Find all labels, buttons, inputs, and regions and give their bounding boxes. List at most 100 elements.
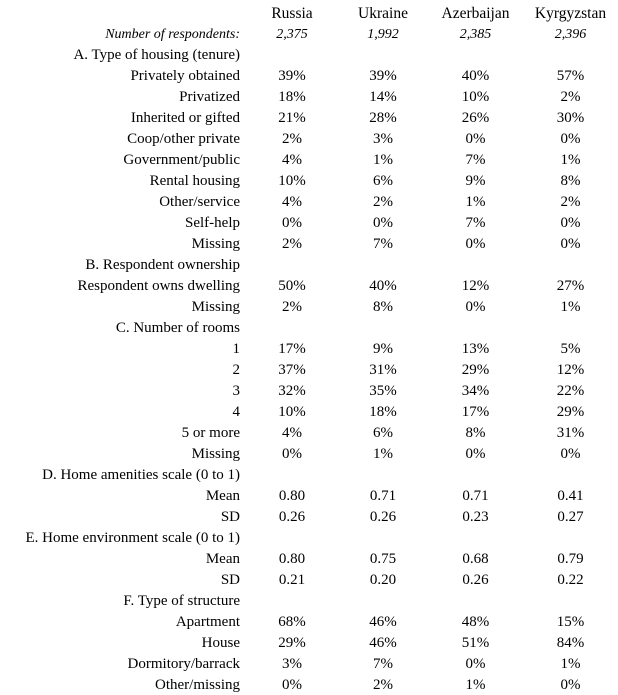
data-row: Government/public 4% 1% 7% 1%: [0, 150, 618, 171]
cell-value: 37%: [278, 362, 306, 378]
cell-value: 46%: [369, 635, 397, 651]
row-label: SD: [220, 509, 240, 525]
cell-value: 0%: [282, 215, 302, 231]
cell-value: 2%: [560, 89, 581, 105]
cell-value: 6%: [373, 425, 393, 441]
cell-value: 9%: [373, 341, 393, 357]
section-label: A. Type of housing (tenure): [73, 47, 240, 63]
data-row: Other/service 4% 2% 1% 2%: [0, 192, 618, 213]
row-label: Dormitory/barrack: [127, 656, 240, 672]
cell-value: 0%: [560, 215, 581, 231]
column-header-russia: Russia: [271, 4, 313, 22]
cell-value: [523, 465, 618, 486]
cell-value: 84%: [556, 635, 585, 651]
cell-value: [246, 465, 338, 486]
cell-value: 0.26: [278, 509, 306, 525]
cell-value: 6%: [373, 173, 393, 189]
cell-value: 30%: [556, 110, 585, 126]
cell-value: [523, 255, 618, 276]
cell-value: 0%: [560, 236, 581, 252]
row-label: 1: [232, 341, 241, 357]
cell-value: [428, 318, 523, 339]
respondents-row: Number of respondents: 2,375 1,992 2,385…: [0, 24, 618, 45]
data-row: Apartment 68% 46% 48% 15%: [0, 612, 618, 633]
cell-value: 2%: [560, 194, 581, 210]
cell-value: 29%: [278, 635, 306, 651]
cell-value: 1%: [560, 299, 581, 315]
section-row: F. Type of structure: [0, 591, 618, 612]
row-label: Mean: [205, 488, 240, 504]
cell-value: 35%: [369, 383, 397, 399]
cell-value: 17%: [278, 341, 306, 357]
cell-value: 0.68: [462, 551, 489, 567]
data-row: SD 0.21 0.20 0.26 0.22: [0, 570, 618, 591]
row-label: House: [201, 635, 240, 651]
respondents-label: Number of respondents:: [105, 26, 240, 42]
cell-value: 4%: [282, 194, 302, 210]
cell-value: 1%: [560, 656, 581, 672]
cell-value: 21%: [278, 110, 306, 126]
cell-value: 32%: [278, 383, 306, 399]
cell-value: 3%: [373, 131, 393, 147]
cell-value: 34%: [461, 383, 490, 399]
cell-value: 0%: [465, 236, 486, 252]
cell-value: 0%: [465, 299, 486, 315]
cell-value: 0.22: [557, 572, 584, 588]
cell-value: 5%: [560, 341, 581, 357]
cell-value: 29%: [461, 362, 490, 378]
data-row: Mean 0.80 0.75 0.68 0.79: [0, 549, 618, 570]
data-row: Other/missing 0% 2% 1% 0%: [0, 675, 618, 695]
cell-value: 10%: [278, 404, 306, 420]
cell-value: [338, 465, 428, 486]
data-row: Respondent owns dwelling 50% 40% 12% 27%: [0, 276, 618, 297]
cell-value: 8%: [373, 299, 393, 315]
cell-value: 15%: [556, 614, 585, 630]
cell-value: [428, 591, 523, 612]
cell-value: 2%: [282, 299, 302, 315]
row-label: Mean: [205, 551, 240, 567]
cell-value: 0%: [282, 677, 302, 693]
row-label: Respondent owns dwelling: [77, 278, 241, 294]
cell-value: [428, 45, 523, 66]
cell-value: 7%: [373, 656, 393, 672]
data-row: Dormitory/barrack 3% 7% 0% 1%: [0, 654, 618, 675]
cell-value: 50%: [278, 278, 306, 294]
data-row: Privatized 18% 14% 10% 2%: [0, 87, 618, 108]
row-label: 2: [232, 362, 241, 378]
cell-value: 18%: [278, 89, 306, 105]
cell-value: 1%: [373, 446, 393, 462]
cell-value: 7%: [373, 236, 393, 252]
data-row: Rental housing 10% 6% 9% 8%: [0, 171, 618, 192]
cell-value: [428, 528, 523, 549]
row-label: Missing: [191, 446, 240, 462]
cell-value: 0.71: [369, 488, 397, 504]
cell-value: [246, 45, 338, 66]
cell-value: 9%: [465, 173, 486, 189]
cell-value: 0%: [282, 446, 302, 462]
respondents-value: 2,396: [554, 26, 587, 42]
cell-value: 0%: [560, 446, 581, 462]
cell-value: 0%: [373, 215, 393, 231]
cell-value: 0.80: [278, 551, 306, 567]
cell-value: 57%: [556, 68, 585, 84]
cell-value: 0.27: [557, 509, 584, 525]
data-row: 3 32% 35% 34% 22%: [0, 381, 618, 402]
cell-value: 4%: [282, 152, 302, 168]
row-label: Missing: [191, 236, 240, 252]
cell-value: 0.20: [369, 572, 397, 588]
cell-value: 13%: [461, 341, 490, 357]
cell-value: [246, 318, 338, 339]
corner-cell: [0, 3, 246, 24]
cell-value: 0.75: [369, 551, 397, 567]
row-label: 3: [232, 383, 241, 399]
data-row: 5 or more 4% 6% 8% 31%: [0, 423, 618, 444]
cell-value: 0%: [465, 446, 486, 462]
row-label: Government/public: [123, 152, 240, 168]
row-label: Inherited or gifted: [130, 110, 240, 126]
cell-value: [246, 255, 338, 276]
data-row: 1 17% 9% 13% 5%: [0, 339, 618, 360]
cell-value: 10%: [278, 173, 306, 189]
column-header-row: Russia Ukraine Azerbaijan Kyrgyzstan: [0, 3, 618, 24]
cell-value: [428, 255, 523, 276]
